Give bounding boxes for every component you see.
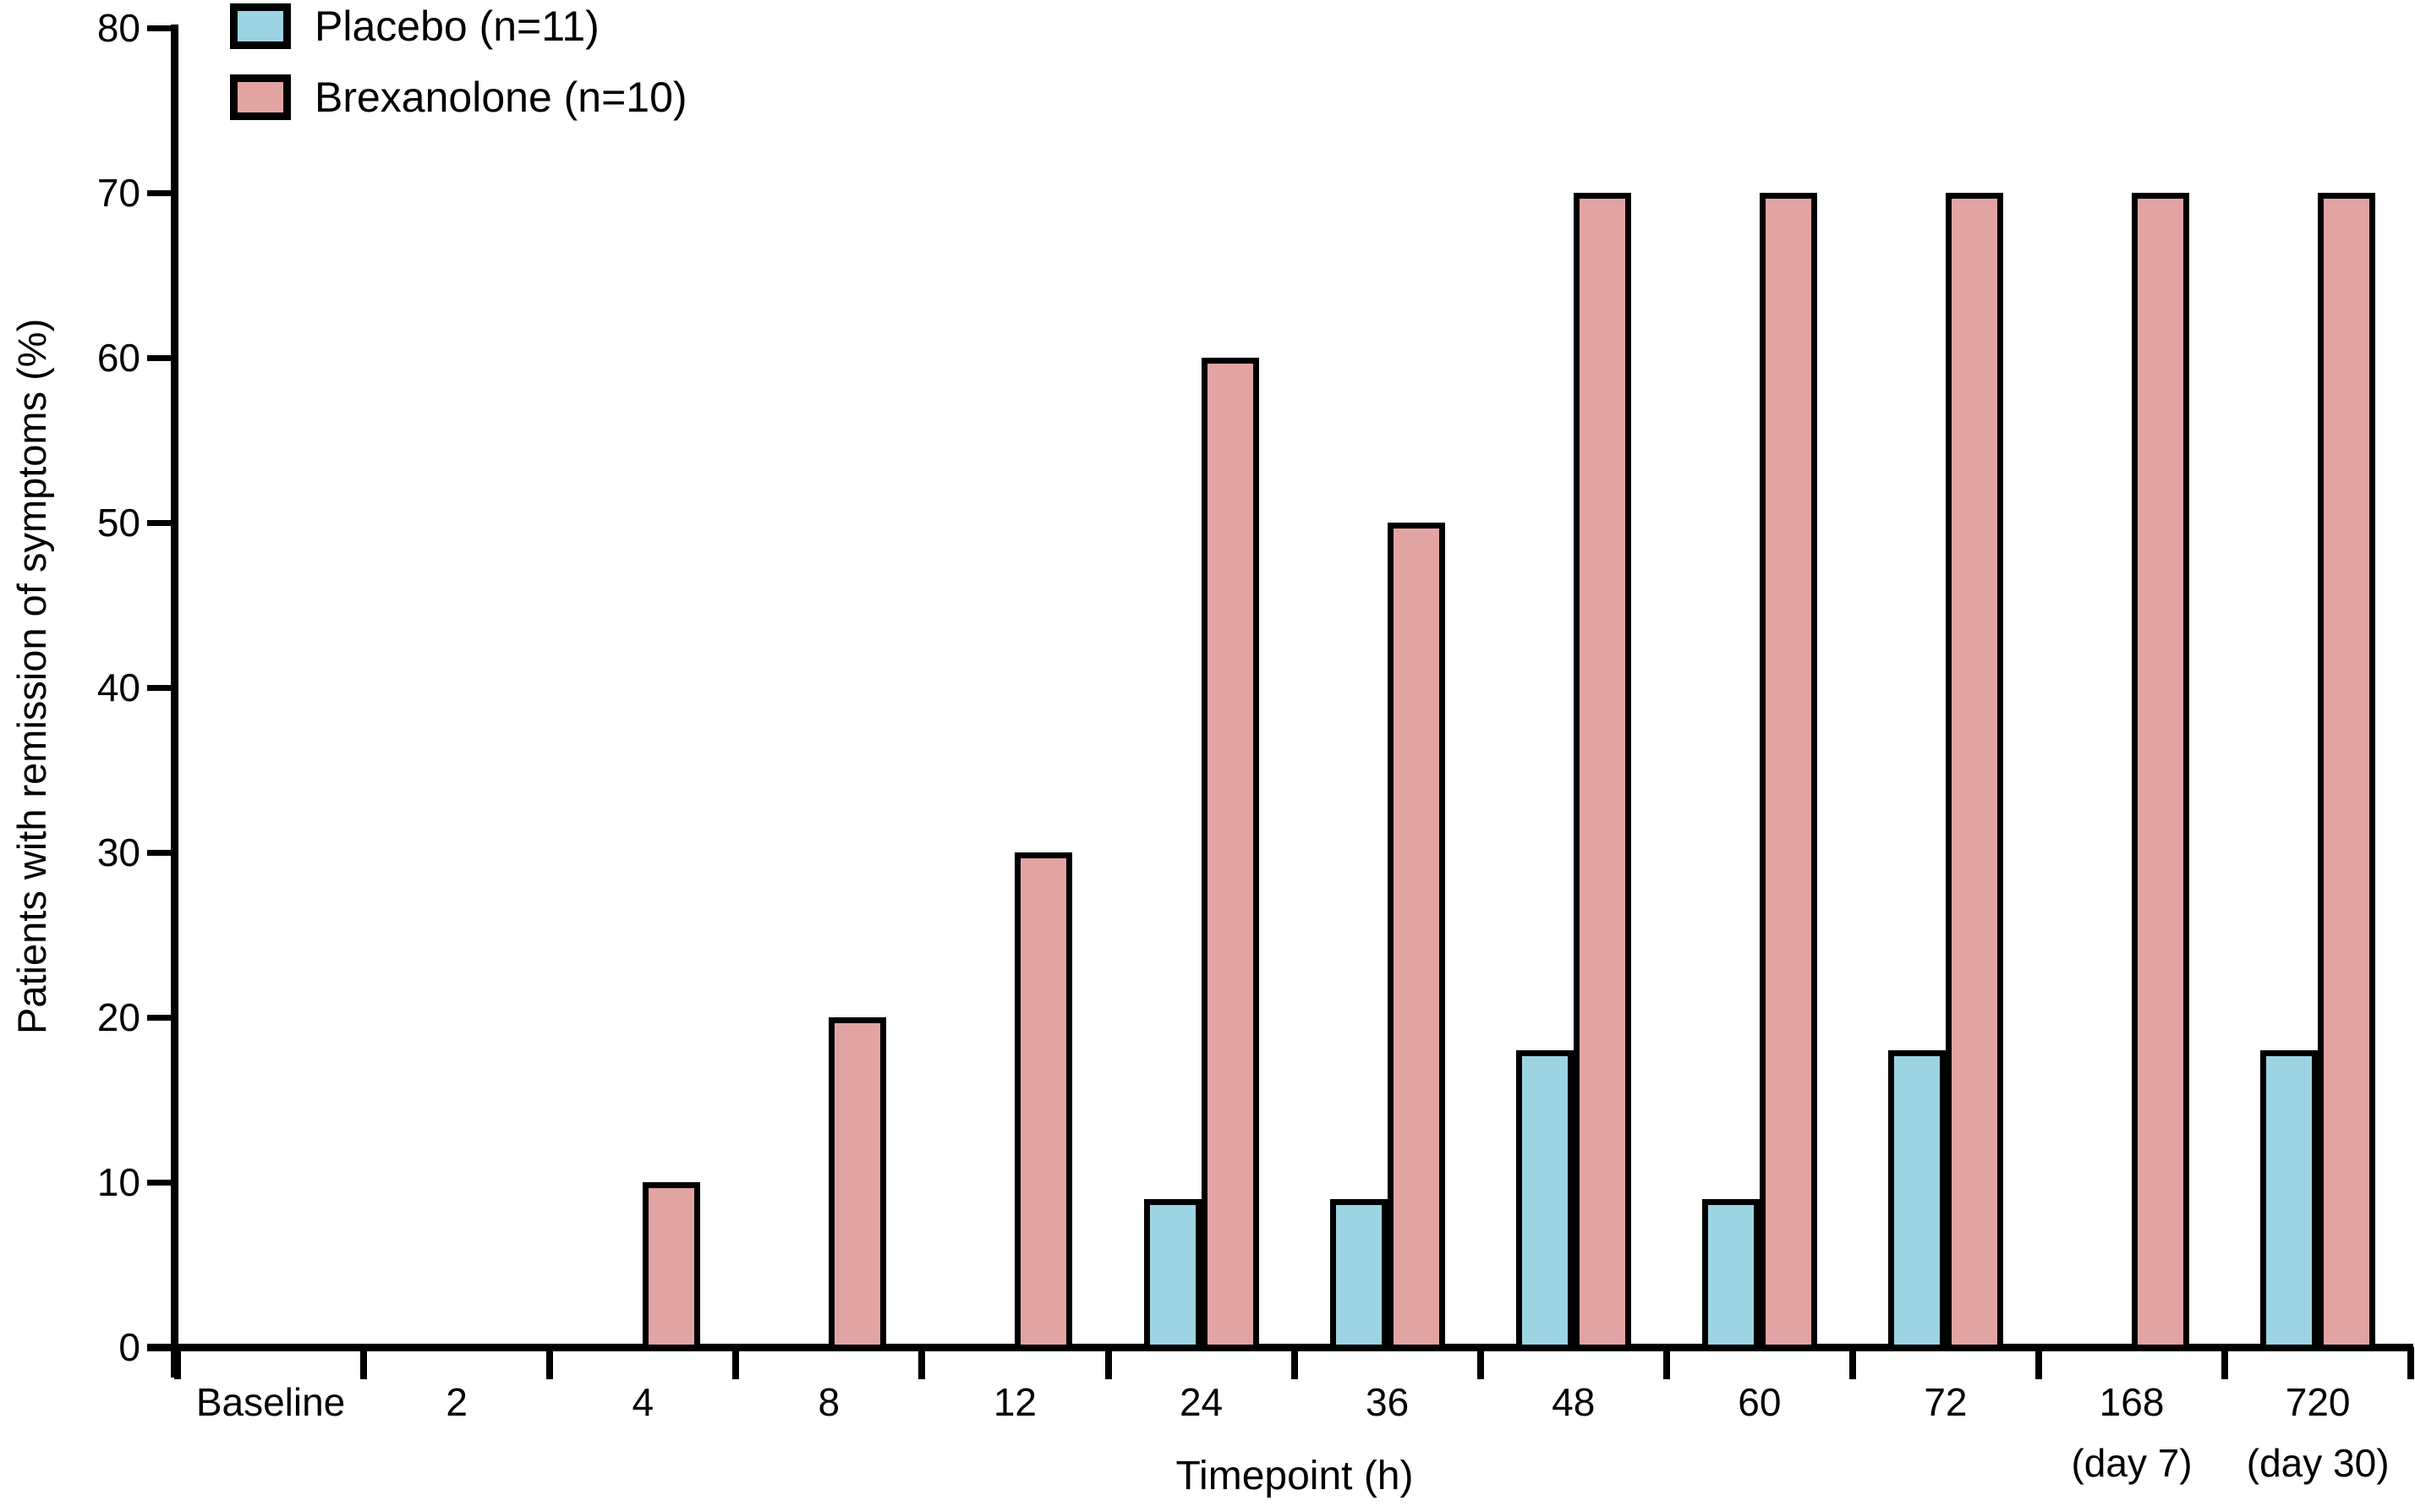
x-tick	[2221, 1347, 2229, 1379]
legend-label-brexanolone: Brexanolone (n=10)	[315, 74, 687, 121]
bar-brexanolone-720	[2318, 193, 2376, 1350]
x-tick	[1476, 1347, 1484, 1379]
x-tick-sublabel: (day 30)	[2246, 1441, 2390, 1485]
y-tick	[147, 850, 178, 856]
x-tick-label: 2	[446, 1380, 468, 1424]
x-tick-label: 4	[632, 1380, 654, 1424]
y-tick	[147, 25, 178, 31]
x-tick	[1848, 1347, 1856, 1379]
x-tick-sublabel: (day 7)	[2071, 1441, 2193, 1485]
y-tick-label: 10	[96, 1160, 140, 1204]
x-tick-label: Baseline	[195, 1380, 346, 1424]
bar-brexanolone-8	[829, 1017, 887, 1350]
x-tick-label: 48	[1552, 1380, 1596, 1424]
bar-placebo-48	[1515, 1050, 1574, 1350]
x-tick	[2035, 1347, 2042, 1379]
y-axis-line	[171, 25, 178, 1378]
x-tick-label: 60	[1738, 1380, 1782, 1424]
bar-placebo-60	[1701, 1198, 1760, 1350]
x-axis-title: Timepoint (h)	[1175, 1454, 1414, 1498]
y-tick-label: 50	[96, 501, 140, 545]
y-tick-label: 20	[96, 995, 140, 1039]
legend-label-placebo: Placebo (n=11)	[315, 3, 600, 50]
y-tick	[147, 685, 178, 691]
bar-placebo-24	[1143, 1198, 1202, 1350]
y-tick-label: 60	[96, 336, 140, 380]
legend: Placebo (n=11) Brexanolone (n=10)	[230, 2, 687, 144]
x-tick	[2407, 1347, 2415, 1379]
x-tick	[1104, 1347, 1112, 1379]
y-tick	[147, 1345, 178, 1350]
bar-placebo-36	[1329, 1198, 1388, 1350]
legend-item-brexanolone: Brexanolone (n=10)	[230, 73, 687, 122]
bar-brexanolone-48	[1573, 193, 1631, 1350]
x-tick-label: 72	[1924, 1380, 1968, 1424]
y-tick-label: 30	[96, 830, 140, 874]
bar-placebo-720	[2260, 1050, 2319, 1350]
x-tick-label: 168	[2099, 1380, 2165, 1424]
x-tick-label: 720	[2285, 1380, 2351, 1424]
legend-item-placebo: Placebo (n=11)	[230, 2, 687, 51]
x-tick-label: 8	[818, 1380, 841, 1424]
legend-swatch-brexanolone	[230, 74, 291, 120]
y-tick-label: 40	[96, 666, 140, 709]
x-tick	[918, 1347, 926, 1379]
y-tick	[147, 520, 178, 526]
bar-brexanolone-36	[1387, 523, 1445, 1350]
x-tick	[360, 1347, 368, 1379]
x-tick-label: 24	[1179, 1380, 1224, 1424]
y-tick	[147, 355, 178, 361]
x-tick-label: 36	[1366, 1380, 1410, 1424]
y-tick	[147, 1180, 178, 1186]
x-tick	[174, 1347, 181, 1379]
bar-brexanolone-24	[1201, 358, 1259, 1350]
bar-brexanolone-12	[1015, 852, 1073, 1350]
y-tick-label: 70	[96, 171, 140, 215]
bar-brexanolone-72	[1945, 193, 2003, 1350]
bar-brexanolone-4	[643, 1182, 701, 1350]
y-tick-label: 80	[96, 6, 140, 50]
bar-placebo-72	[1887, 1050, 1946, 1350]
y-tick-label: 0	[118, 1325, 140, 1369]
y-tick	[147, 1015, 178, 1021]
x-tick	[732, 1347, 740, 1379]
x-tick	[546, 1347, 554, 1379]
bar-brexanolone-60	[1759, 193, 1817, 1350]
legend-swatch-placebo	[230, 3, 291, 49]
y-tick	[147, 190, 178, 196]
x-tick-label: 12	[993, 1380, 1038, 1424]
x-axis-line	[147, 1344, 2414, 1351]
x-tick	[1290, 1347, 1298, 1379]
bar-brexanolone-168	[2132, 193, 2190, 1350]
x-tick	[1662, 1347, 1670, 1379]
